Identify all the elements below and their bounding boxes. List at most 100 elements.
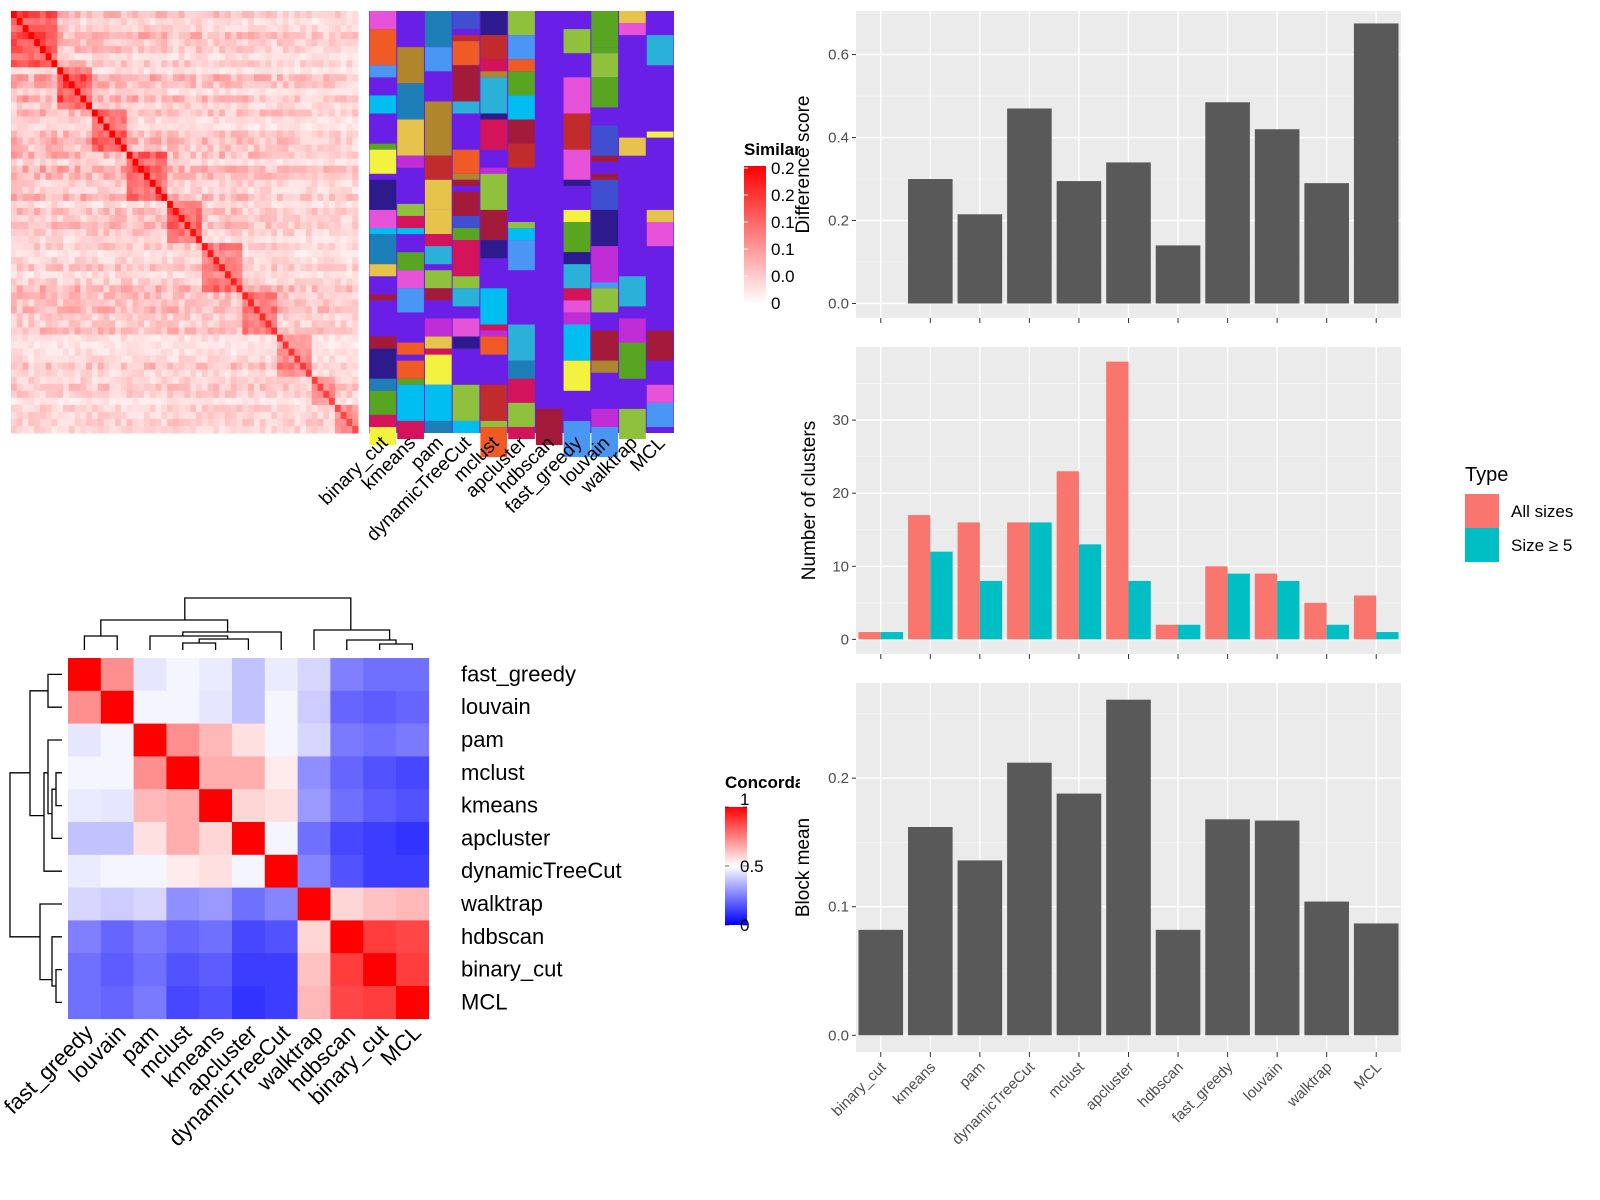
- similarity-cell: [305, 383, 313, 392]
- similarity-cell: [34, 348, 41, 357]
- similarity-cell: [68, 390, 76, 399]
- similarity-cell: [109, 144, 116, 153]
- similarity-cell: [144, 306, 151, 314]
- similarity-cell: [167, 123, 174, 132]
- similarity-cell: [74, 397, 81, 406]
- similarity-cell: [248, 207, 255, 216]
- similarity-cell: [288, 306, 295, 314]
- similarity-cell: [167, 236, 174, 244]
- similarity-cell: [305, 306, 313, 314]
- similarity-cell: [91, 383, 99, 392]
- similarity-cell: [132, 144, 139, 153]
- similarity-cell: [288, 158, 295, 167]
- similarity-cell: [45, 67, 52, 75]
- similarity-cell: [155, 109, 162, 117]
- assignment-cell: [397, 215, 424, 229]
- similarity-cell: [323, 376, 330, 385]
- similarity-cell: [253, 200, 261, 209]
- similarity-cell: [80, 285, 87, 293]
- similarity-cell: [91, 313, 99, 321]
- similarity-cell: [115, 130, 122, 139]
- similarity-cell: [161, 320, 168, 328]
- similarity-cell: [63, 39, 70, 47]
- similarity-cell: [236, 130, 243, 139]
- similarity-cell: [68, 116, 76, 125]
- similarity-cell: [340, 74, 347, 82]
- similarity-cell: [196, 404, 203, 413]
- similarity-cell: [300, 278, 307, 286]
- similarity-cell: [144, 95, 151, 103]
- similarity-cell: [346, 383, 353, 392]
- similarity-cell: [11, 130, 18, 139]
- similarity-cell: [132, 362, 139, 371]
- similarity-cell: [329, 88, 336, 96]
- similarity-cell: [224, 46, 232, 54]
- similarity-cell: [242, 348, 249, 357]
- similarity-cell: [294, 109, 301, 117]
- similarity-cell: [45, 88, 52, 96]
- similarity-cell: [184, 32, 191, 40]
- similarity-cell: [184, 369, 191, 378]
- similarity-cell: [11, 222, 18, 230]
- similarity-cell: [161, 172, 168, 181]
- similarity-cell: [201, 60, 209, 68]
- similarity-cell: [253, 109, 261, 117]
- similarity-cell: [39, 341, 47, 350]
- similarity-cell: [109, 327, 116, 336]
- concordance-cell: [330, 920, 364, 954]
- similarity-cell: [323, 327, 330, 336]
- similarity-cell: [86, 278, 93, 286]
- similarity-cell: [224, 243, 232, 251]
- similarity-cell: [323, 411, 330, 420]
- similarity-cell: [86, 243, 93, 251]
- similarity-cell: [97, 411, 105, 420]
- similarity-cell: [167, 425, 174, 434]
- assignment-cell: [480, 288, 508, 325]
- similarity-cell: [161, 32, 168, 40]
- similarity-cell: [34, 144, 41, 153]
- similarity-cell: [126, 355, 133, 364]
- similarity-cell: [126, 229, 133, 237]
- similarity-cell: [317, 271, 324, 279]
- similarity-cell: [277, 53, 284, 61]
- y-axis-title: Difference score: [793, 96, 814, 234]
- similarity-cell: [253, 348, 261, 357]
- similarity-cell: [115, 390, 122, 399]
- similarity-cell: [167, 137, 174, 146]
- similarity-cell: [311, 95, 319, 103]
- similarity-cell: [28, 172, 35, 181]
- similarity-cell: [115, 39, 122, 47]
- similarity-cell: [11, 46, 18, 54]
- similarity-cell: [149, 334, 157, 343]
- similarity-cell: [28, 285, 35, 293]
- similarity-cell: [126, 425, 133, 434]
- similarity-cell: [74, 376, 81, 385]
- similarity-cell: [167, 18, 174, 26]
- similarity-cell: [138, 243, 145, 251]
- similarity-cell: [149, 250, 157, 258]
- similarity-cell: [352, 32, 359, 40]
- similarity-cell: [172, 137, 180, 146]
- similarity-cell: [300, 60, 307, 68]
- similarity-cell: [334, 88, 342, 96]
- similarity-cell: [184, 53, 191, 61]
- similarity-cell: [271, 236, 278, 244]
- similarity-cell: [352, 425, 359, 434]
- similarity-cell: [63, 67, 70, 75]
- similarity-cell: [45, 306, 52, 314]
- similarity-cell: [149, 362, 157, 371]
- similarity-cell: [167, 193, 174, 202]
- similarity-cell: [196, 229, 203, 237]
- similarity-cell: [167, 116, 174, 125]
- similarity-cell: [259, 348, 266, 357]
- similarity-cell: [11, 334, 18, 343]
- similarity-cell: [271, 285, 278, 293]
- similarity-cell: [224, 186, 232, 195]
- similarity-cell: [28, 334, 35, 343]
- similarity-cell: [97, 39, 105, 47]
- similarity-cell: [271, 229, 278, 237]
- top-dendrogram-branch: [182, 631, 282, 650]
- similarity-cell: [34, 200, 41, 209]
- similarity-cell: [126, 200, 133, 209]
- similarity-cell: [317, 207, 324, 216]
